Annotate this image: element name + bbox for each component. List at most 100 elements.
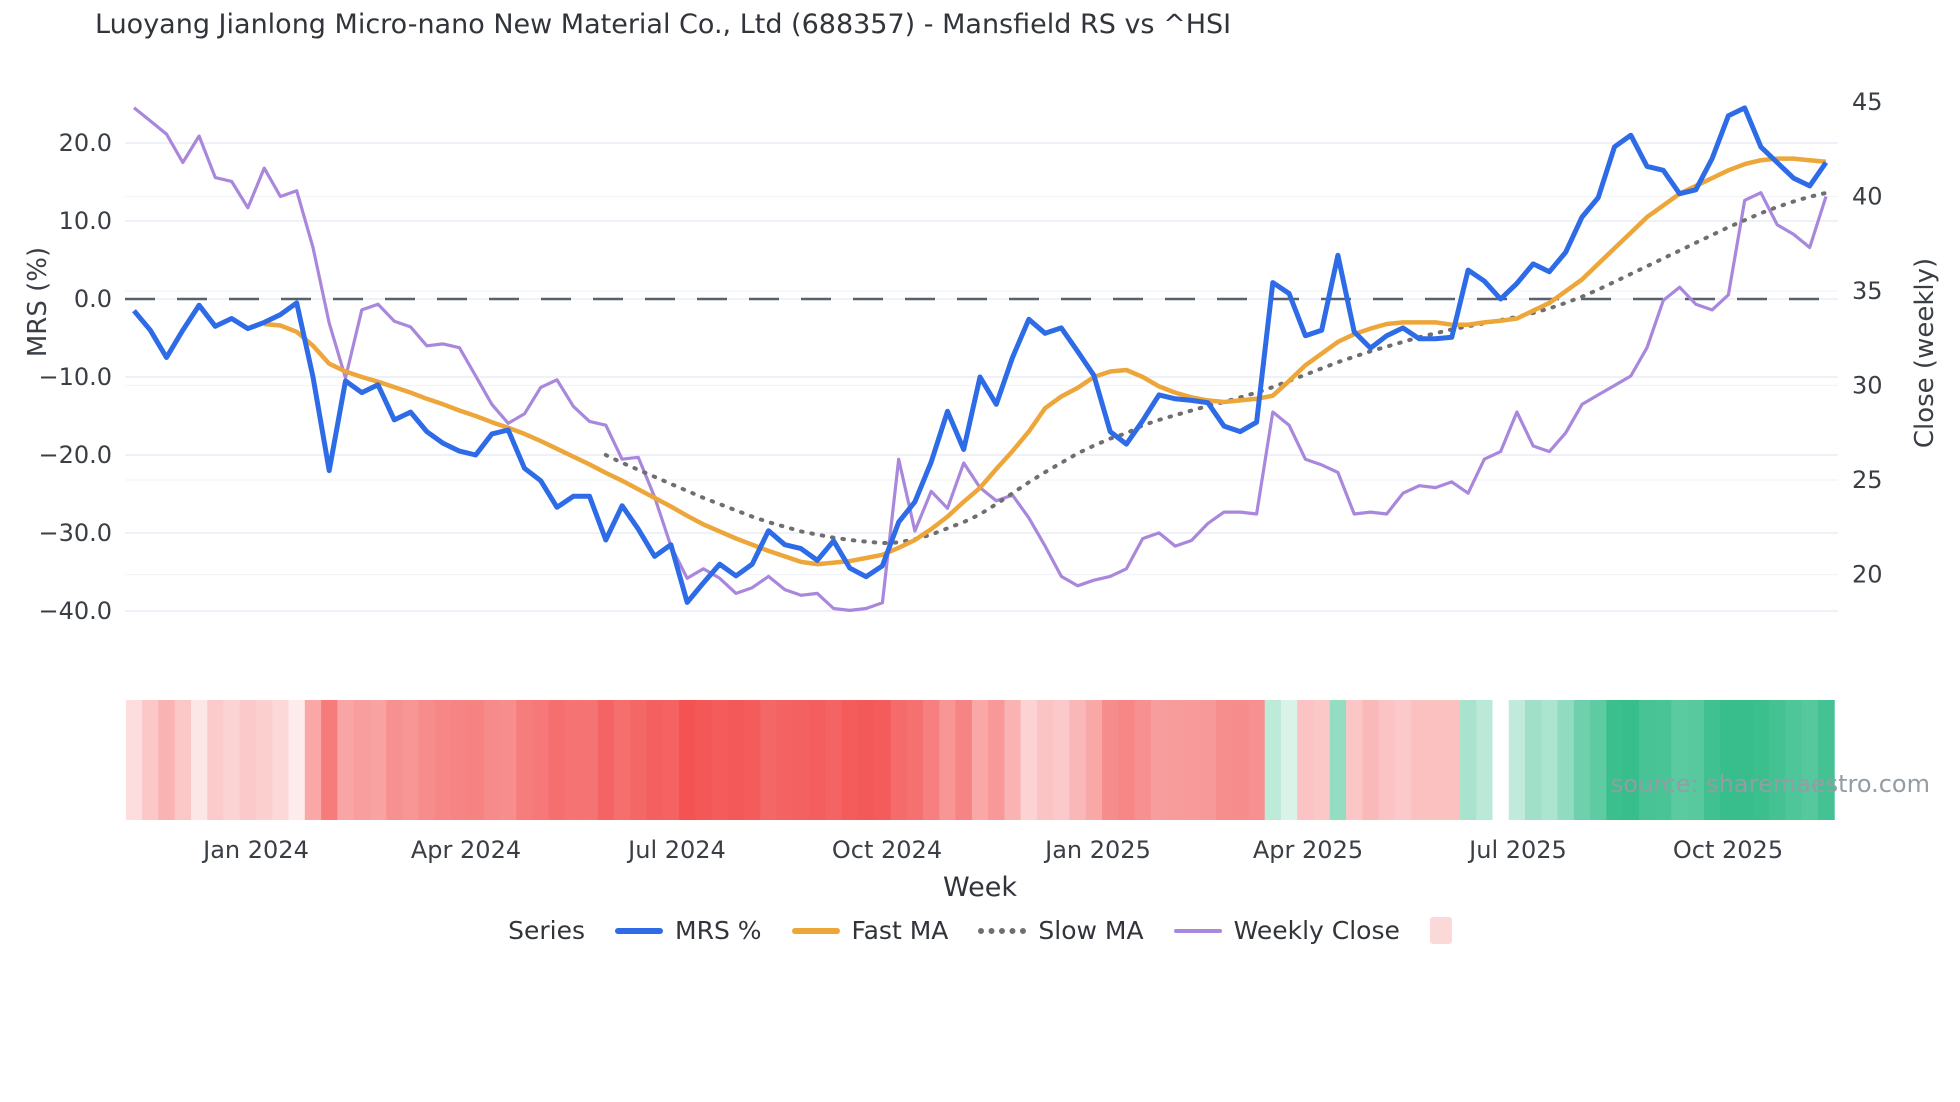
heatmap-cell[interactable] (1671, 700, 1689, 820)
weekly-close-line[interactable] (132, 106, 1828, 612)
heatmap-cell[interactable] (1346, 700, 1363, 820)
heatmap-cell[interactable] (1264, 700, 1282, 820)
heatmap-cell[interactable] (1427, 700, 1445, 820)
heatmap-cell[interactable] (1720, 700, 1738, 820)
heatmap-cell[interactable] (971, 700, 989, 820)
heatmap-cell[interactable] (1622, 700, 1640, 820)
heatmap-cell[interactable] (125, 700, 143, 820)
heatmap-cell[interactable] (288, 700, 306, 820)
heatmap-cell[interactable] (1655, 700, 1673, 820)
heatmap-cell[interactable] (744, 700, 761, 820)
heatmap-cell[interactable] (190, 700, 208, 820)
heatmap-cell[interactable] (142, 700, 160, 820)
heatmap-cell[interactable] (451, 700, 469, 820)
heatmap-cell[interactable] (174, 700, 192, 820)
heatmap-cell[interactable] (1394, 700, 1412, 820)
heatmap-cell[interactable] (695, 700, 713, 820)
heatmap-cell[interactable] (613, 700, 631, 820)
heatmap-cell[interactable] (841, 700, 859, 820)
heatmap-cell[interactable] (1102, 700, 1119, 820)
heatmap-cell[interactable] (1020, 700, 1038, 820)
heatmap-cell[interactable] (711, 700, 729, 820)
heatmap-cell[interactable] (630, 700, 648, 820)
heatmap-cell[interactable] (1053, 700, 1071, 820)
heatmap-cell[interactable] (1167, 700, 1184, 820)
fast-ma-line[interactable] (263, 156, 1827, 567)
heatmap-cell[interactable] (1459, 700, 1477, 820)
heatmap-cell[interactable] (923, 700, 940, 820)
heatmap-cell[interactable] (1638, 700, 1656, 820)
heatmap-cell[interactable] (890, 700, 908, 820)
heatmap-cell[interactable] (760, 700, 778, 820)
heatmap-cell[interactable] (256, 700, 273, 820)
heatmap-cell[interactable] (207, 700, 225, 820)
heatmap-strip[interactable] (125, 700, 1835, 820)
heatmap-cell[interactable] (223, 700, 241, 820)
heatmap-cell[interactable] (1085, 700, 1103, 820)
heatmap-cell[interactable] (548, 700, 566, 820)
heatmap-cell[interactable] (1573, 700, 1591, 820)
heatmap-cell[interactable] (565, 700, 583, 820)
heatmap-cell[interactable] (857, 700, 875, 820)
heatmap-cell[interactable] (662, 700, 680, 820)
heatmap-cell[interactable] (1687, 700, 1705, 820)
heatmap-cell[interactable] (239, 700, 257, 820)
heatmap-cell[interactable] (1134, 700, 1152, 820)
heatmap-cell[interactable] (1329, 700, 1347, 820)
heatmap-cell[interactable] (353, 700, 371, 820)
heatmap-cell[interactable] (1736, 700, 1754, 820)
heatmap-cell[interactable] (1476, 700, 1494, 820)
legend-item-fast-ma[interactable]: Fast MA (791, 916, 948, 945)
heatmap-cell[interactable] (1232, 700, 1250, 820)
heatmap-cell[interactable] (792, 700, 810, 820)
heatmap-cell[interactable] (1801, 700, 1819, 820)
heatmap-cell[interactable] (304, 700, 322, 820)
heatmap-cell[interactable] (1280, 700, 1298, 820)
heatmap-cell[interactable] (727, 700, 745, 820)
heatmap-cell[interactable] (1492, 700, 1510, 820)
heatmap-cell[interactable] (1004, 700, 1022, 820)
heatmap-cell[interactable] (1313, 700, 1331, 820)
heatmap-cell[interactable] (1557, 700, 1575, 820)
heatmap-cell[interactable] (467, 700, 485, 820)
heatmap-cell[interactable] (1525, 700, 1542, 820)
heatmap-cell[interactable] (776, 700, 794, 820)
heatmap-cell[interactable] (1443, 700, 1461, 820)
heatmap-cell[interactable] (906, 700, 924, 820)
heatmap-cell[interactable] (434, 700, 452, 820)
heatmap-cell[interactable] (500, 700, 517, 820)
heatmap-cell[interactable] (1069, 700, 1087, 820)
heatmap-cell[interactable] (1508, 700, 1526, 820)
mrs-line[interactable] (132, 105, 1829, 605)
heatmap-cell[interactable] (597, 700, 615, 820)
legend-item-heatmap[interactable] (1429, 917, 1452, 944)
legend-item-mrs[interactable]: MRS % (615, 916, 762, 945)
heatmap-cell[interactable] (939, 700, 957, 820)
heatmap-cell[interactable] (272, 700, 290, 820)
heatmap-cell[interactable] (1036, 700, 1054, 820)
legend-item-weekly-close[interactable]: Weekly Close (1173, 916, 1400, 945)
heatmap-cell[interactable] (386, 700, 404, 820)
heatmap-cell[interactable] (955, 700, 973, 820)
heatmap-cell[interactable] (1769, 700, 1786, 820)
heatmap-cell[interactable] (679, 700, 696, 820)
heatmap-cell[interactable] (646, 700, 664, 820)
heatmap-cell[interactable] (1541, 700, 1559, 820)
heatmap-cell[interactable] (1150, 700, 1168, 820)
heatmap-cell[interactable] (874, 700, 892, 820)
heatmap-cell[interactable] (1606, 700, 1624, 820)
heatmap-cell[interactable] (1785, 700, 1803, 820)
heatmap-cell[interactable] (1362, 700, 1380, 820)
heatmap-cell[interactable] (1297, 700, 1315, 820)
heatmap-cell[interactable] (158, 700, 176, 820)
heatmap-cell[interactable] (532, 700, 550, 820)
heatmap-cell[interactable] (418, 700, 436, 820)
heatmap-cell[interactable] (483, 700, 501, 820)
legend-item-slow-ma[interactable]: Slow MA (978, 916, 1144, 945)
heatmap-cell[interactable] (1215, 700, 1233, 820)
heatmap-cell[interactable] (369, 700, 387, 820)
heatmap-cell[interactable] (1411, 700, 1429, 820)
heatmap-cell[interactable] (581, 700, 599, 820)
heatmap-cell[interactable] (1703, 700, 1721, 820)
heatmap-cell[interactable] (825, 700, 843, 820)
